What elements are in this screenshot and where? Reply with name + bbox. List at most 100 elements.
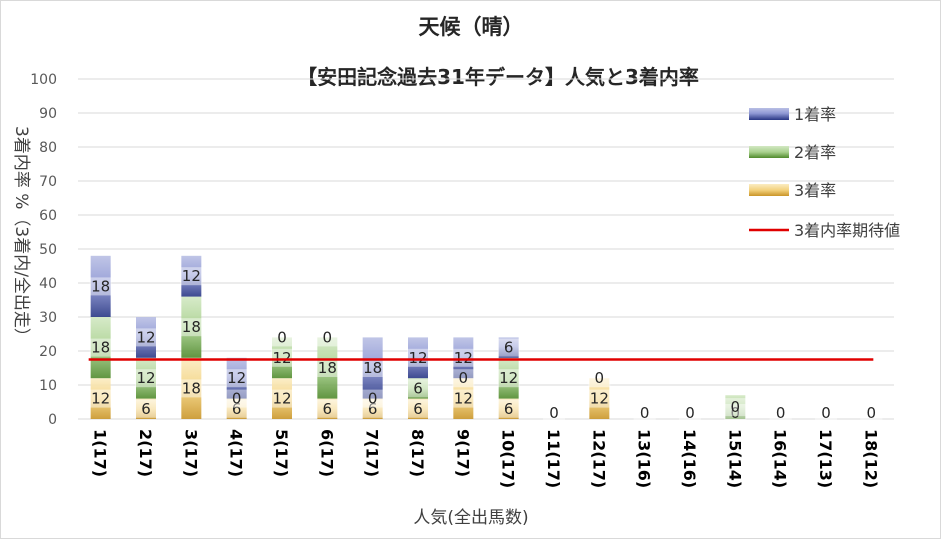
data-label: 12: [272, 390, 291, 408]
data-label: 12: [136, 328, 155, 346]
y-tick-label: 10: [39, 378, 57, 394]
chart-title: 天候（晴）: [419, 15, 524, 39]
data-label-bg: [543, 404, 565, 422]
data-label-bg: [769, 404, 792, 422]
data-label-bg: [361, 399, 384, 418]
data-label: 18: [182, 379, 201, 397]
data-label: 0: [731, 404, 741, 422]
bar-segment: [498, 337, 519, 358]
bar-segment: [362, 398, 383, 419]
bar-segment: [408, 398, 428, 419]
data-label: 6: [232, 400, 242, 418]
data-label-bg: [361, 389, 384, 408]
data-label: 6: [323, 400, 333, 418]
x-axis-ticks: 1(17) 2(17) 3(17) 4(17) 5(17) 6(17) 7(17) 8(17)…: [91, 429, 881, 488]
data-label: 0: [685, 404, 695, 422]
data-labels: 1218186121218181260121212061806018661212…: [89, 267, 883, 422]
data-label: 6: [141, 400, 151, 418]
data-label-bg: [89, 338, 112, 357]
legend-label: 1着率: [794, 105, 836, 124]
bar-segment: [136, 317, 156, 358]
data-label: 18: [91, 277, 110, 295]
data-label: 12: [499, 369, 518, 387]
data-label: 6: [504, 400, 514, 418]
data-label-bg: [724, 404, 747, 422]
data-label-bg: [135, 369, 157, 388]
x-tick-label: 10(17): [499, 429, 518, 488]
bar-segment: [90, 378, 111, 419]
data-label: 0: [459, 369, 469, 387]
bar-segment: [408, 337, 428, 379]
data-label-bg: [271, 389, 293, 408]
x-tick-label: 7(17): [363, 429, 382, 477]
data-label-bg: [407, 348, 429, 367]
legend-swatch: [749, 184, 789, 196]
y-tick-label: 0: [48, 412, 57, 428]
data-label: 0: [640, 404, 650, 422]
data-label: 0: [821, 404, 831, 422]
data-label: 0: [323, 328, 333, 346]
data-label-bg: [89, 389, 112, 408]
y-tick-label: 100: [30, 72, 57, 88]
data-label: 12: [590, 390, 609, 408]
data-label-bg: [497, 369, 520, 388]
data-label: 6: [413, 400, 423, 418]
x-tick-label: 14(16): [680, 429, 699, 488]
data-label: 0: [549, 404, 559, 422]
x-axis-label: 人気(全出馬数): [413, 508, 528, 528]
legend-label: 2着率: [794, 143, 836, 162]
bar-segment: [408, 378, 428, 399]
data-label: 18: [91, 339, 110, 357]
data-label-bg: [135, 328, 157, 347]
y-tick-label: 60: [39, 208, 57, 224]
data-label: 12: [272, 349, 291, 367]
bar-segment: [317, 398, 338, 419]
bar-segment: [226, 357, 247, 399]
bar-segment: [181, 255, 202, 297]
data-label: 12: [454, 349, 473, 367]
legend-swatch: [749, 108, 789, 120]
data-label-bg: [316, 359, 339, 377]
data-label-bg: [452, 348, 475, 367]
x-tick-label: 1(17): [91, 429, 110, 477]
y-tick-label: 20: [39, 344, 57, 360]
legend-label: 3着内率期待値: [794, 221, 900, 240]
data-label-bg: [180, 318, 203, 337]
data-label-bg: [316, 399, 339, 418]
x-tick-label: 18(12): [861, 429, 880, 488]
data-label: 0: [277, 328, 287, 346]
data-label: 6: [413, 379, 423, 397]
data-label: 6: [504, 339, 514, 357]
data-label-bg: [588, 369, 611, 388]
data-label-bg: [225, 399, 248, 418]
data-label-bg: [860, 404, 883, 422]
data-label: 12: [182, 267, 201, 285]
x-tick-label: 6(17): [317, 429, 336, 477]
bar-segment: [589, 378, 610, 419]
y-tick-label: 90: [39, 106, 57, 122]
data-label-bg: [89, 277, 112, 296]
y-axis-label: 3着内率 %（3着内/全出走）: [11, 126, 31, 345]
x-tick-label: 9(17): [453, 429, 472, 477]
data-label-bg: [407, 399, 429, 418]
data-label-bg: [452, 389, 475, 408]
data-label-bg: [497, 338, 520, 357]
legend-swatch: [749, 146, 789, 158]
data-label: 0: [776, 404, 786, 422]
data-label: 0: [595, 369, 605, 387]
bar-segment: [272, 337, 292, 379]
bar-segment: [181, 357, 202, 419]
y-tick-label: 80: [39, 140, 57, 156]
x-tick-label: 4(17): [227, 429, 246, 477]
data-label-bg: [633, 404, 656, 422]
bar-segment: [498, 357, 519, 399]
bar-segment: [181, 296, 202, 358]
bar-segment: [498, 398, 519, 419]
x-tick-label: 16(14): [771, 429, 790, 488]
y-tick-label: 30: [39, 310, 57, 326]
x-tick-label: 13(16): [635, 429, 654, 488]
data-label: 12: [227, 369, 246, 387]
data-label-bg: [271, 348, 293, 367]
legend: 1着率 2着率 3着率 3着内率期待値: [749, 105, 900, 240]
